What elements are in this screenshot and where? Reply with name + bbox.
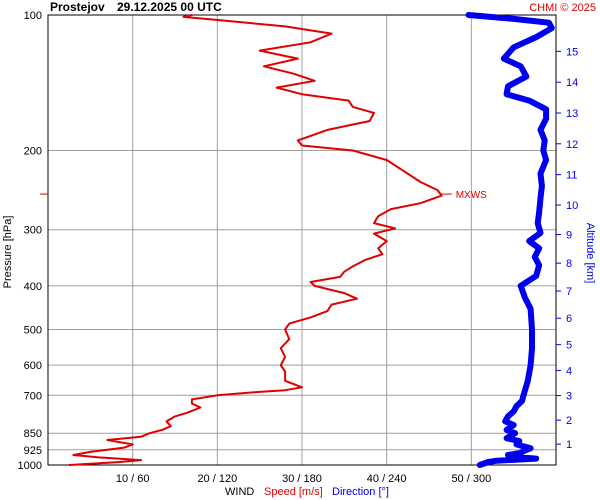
wind-tick-label: 30 / 180 xyxy=(282,473,322,485)
pressure-tick-label: 700 xyxy=(24,390,42,402)
series-layer xyxy=(68,12,555,468)
altitude-tick-label: 14 xyxy=(566,77,578,89)
direction-line xyxy=(465,12,555,468)
wind-tick-label: 20 / 120 xyxy=(197,473,237,485)
chart-title-station: Prostejov xyxy=(50,0,105,14)
pressure-tick-label: 1000 xyxy=(18,460,42,472)
wind-tick-label: 50 / 300 xyxy=(451,473,491,485)
wind-tick-label: 10 / 60 xyxy=(116,473,150,485)
pressure-axis: 100 200 300 400 500 600 700 850 925 1000 xyxy=(18,10,42,472)
altitude-axis-label: Altitude [km] xyxy=(584,223,596,284)
altitude-tick-label: 3 xyxy=(566,391,572,403)
pressure-tick-label: 925 xyxy=(24,445,42,457)
pressure-tick-label: 300 xyxy=(24,225,42,237)
grid xyxy=(48,15,556,465)
altitude-tick-label: 9 xyxy=(566,229,572,241)
copyright-text: CHMI © 2025 xyxy=(529,2,596,14)
altitude-tick-label: 1 xyxy=(566,439,572,451)
annotation-layer: MXWS xyxy=(40,190,487,201)
speed-line xyxy=(68,14,443,466)
mxws-label: MXWS xyxy=(456,190,487,201)
plot-frame xyxy=(47,14,557,466)
wind-axis: 10 / 60 20 / 120 30 / 180 40 / 240 50 / 300 xyxy=(116,473,491,485)
pressure-tick-label: 600 xyxy=(24,360,42,372)
altitude-tick-label: 13 xyxy=(566,108,578,120)
altitude-tick-label: 4 xyxy=(566,365,572,377)
altitude-tick-label: 5 xyxy=(566,340,572,352)
pressure-axis-label: Pressure [hPa] xyxy=(2,216,14,289)
altitude-tick-label: 10 xyxy=(566,200,578,212)
chart-title-datetime: 29.12.2025 00 UTC xyxy=(117,0,222,14)
pressure-tick-label: 100 xyxy=(24,10,42,22)
direction-axis-label: Direction [°] xyxy=(332,486,389,498)
altitude-tick-label: 12 xyxy=(566,139,578,151)
altitude-tick-label: 11 xyxy=(566,170,577,182)
altitude-tick-label: 7 xyxy=(566,286,572,298)
pressure-tick-label: 500 xyxy=(24,325,42,337)
pressure-tick-label: 850 xyxy=(24,428,42,440)
altitude-tick-label: 2 xyxy=(566,415,572,427)
wind-axis-label: WIND xyxy=(225,486,254,498)
wind-tick-label: 40 / 240 xyxy=(367,473,407,485)
altitude-tick-label: 6 xyxy=(566,313,572,325)
altitude-tick-label: 15 xyxy=(566,46,578,58)
pressure-tick-label: 400 xyxy=(24,281,42,293)
speed-axis-label: Speed [m/s] xyxy=(264,486,323,498)
pressure-tick-label: 200 xyxy=(24,145,42,157)
altitude-tick-label: 8 xyxy=(566,258,572,270)
